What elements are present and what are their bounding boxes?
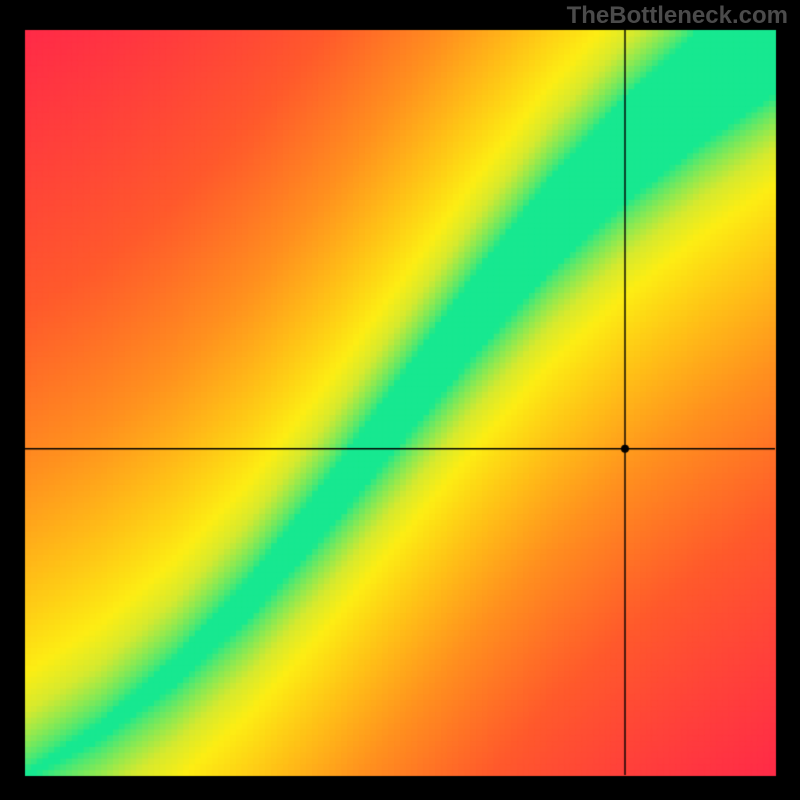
watermark-text: TheBottleneck.com [567,2,788,30]
bottleneck-heatmap [0,0,800,800]
